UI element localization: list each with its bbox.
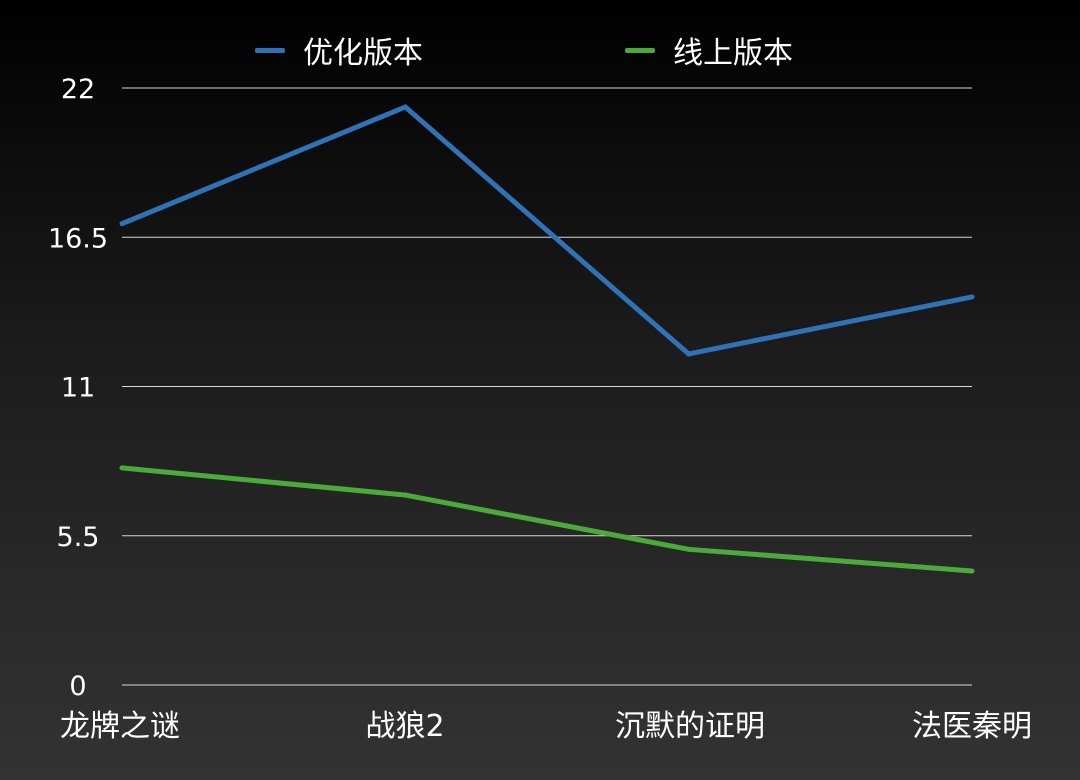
data-point xyxy=(686,351,692,357)
y-tick-label: 16.5 xyxy=(48,223,108,254)
data-point xyxy=(119,221,125,227)
x-tick-label: 法医秦明 xyxy=(912,709,1032,744)
legend-item-online: 线上版本 xyxy=(625,30,793,71)
legend-label-optimized: 优化版本 xyxy=(303,36,423,71)
x-tick-label: 沉默的证明 xyxy=(615,709,765,744)
y-tick-label: 11 xyxy=(61,373,95,404)
x-tick-label: 龙牌之谜 xyxy=(60,709,180,744)
data-point xyxy=(969,568,975,574)
data-point xyxy=(119,465,125,471)
x-axis-tick-labels: 龙牌之谜 战狼2 沉默的证明 法医秦明 xyxy=(60,709,1032,744)
data-point xyxy=(969,294,975,300)
legend-label-online: 线上版本 xyxy=(673,36,793,71)
x-tick-label: 战狼2 xyxy=(365,709,444,744)
y-tick-label: 5.5 xyxy=(57,522,100,553)
y-tick-label: 22 xyxy=(61,74,95,105)
series-line-online xyxy=(121,465,973,574)
y-tick-label: 0 xyxy=(69,671,86,702)
data-point xyxy=(402,104,408,110)
data-point xyxy=(686,546,692,552)
data-point xyxy=(402,492,408,498)
legend-swatch-optimized xyxy=(255,47,285,53)
legend-item-optimized: 优化版本 xyxy=(255,30,423,71)
y-axis-tick-labels: 0 5.5 11 16.5 22 xyxy=(48,74,108,702)
series-lines xyxy=(119,104,975,574)
legend-swatch-online xyxy=(625,47,655,53)
series-line-optimized xyxy=(121,104,973,357)
legend: 优化版本 线上版本 xyxy=(0,30,1080,71)
gridlines xyxy=(122,87,972,686)
